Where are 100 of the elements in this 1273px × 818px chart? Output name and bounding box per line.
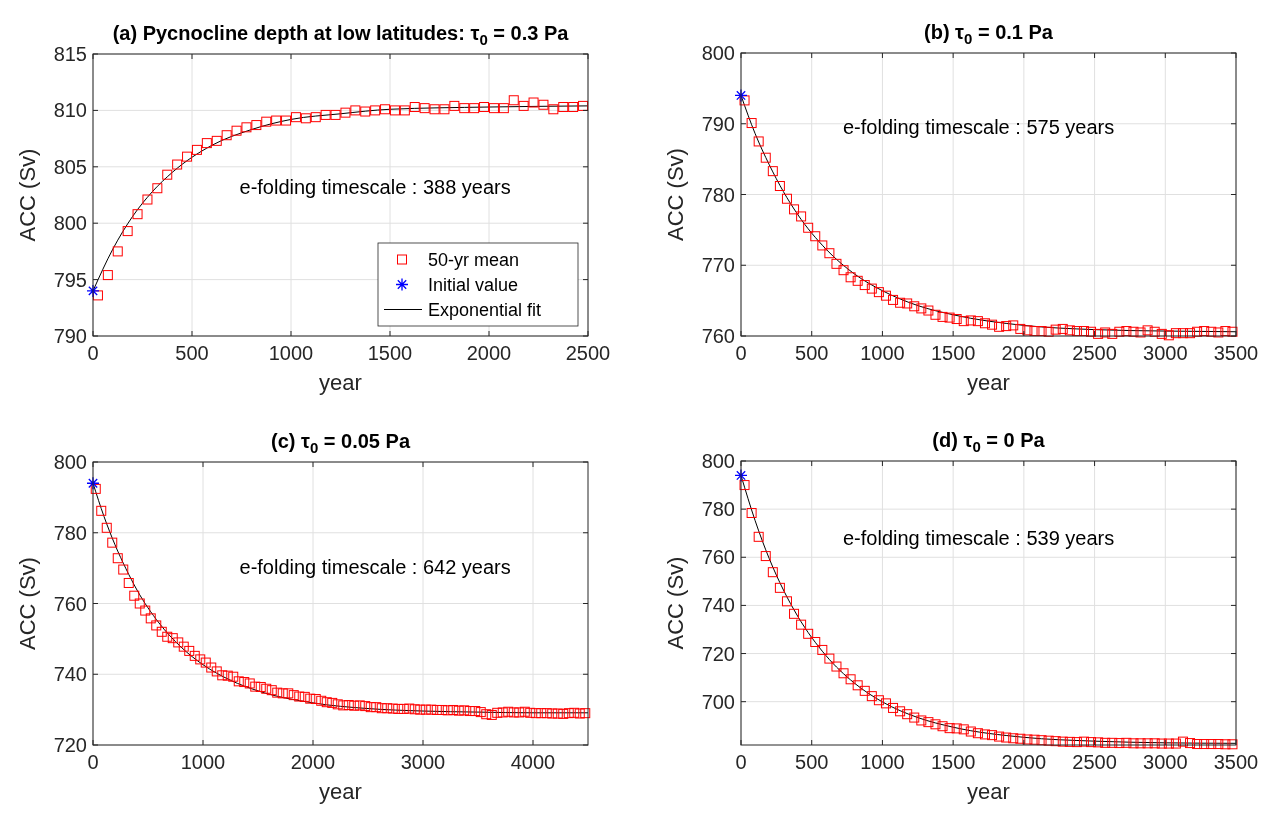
x-tick-label: 0 [87,751,99,773]
x-tick-label: 500 [175,342,209,364]
point [241,122,252,133]
point [419,103,430,114]
chart-title: (b) τ$_{0}$ = 0.1 Pa [924,21,1054,47]
point [479,102,490,113]
x-tick-label: 0 [87,342,99,364]
x-tick-label: 1000 [180,751,226,773]
point [221,130,232,141]
y-tick-label: 770 [701,254,735,277]
point [261,116,272,127]
x-tick-label: 3500 [1213,751,1259,773]
legend-label: Initial value [428,274,519,295]
point [182,151,193,162]
x-tick-label: 2000 [466,342,512,364]
point [201,138,212,149]
y-tick-label: 800 [53,451,87,473]
x-tick-label: 1500 [930,751,976,773]
point [370,105,381,116]
x-tick-label: 1500 [930,342,976,364]
point [172,159,183,170]
point [558,102,569,113]
y-tick-label: 720 [53,734,87,756]
x-axis-title: year [319,779,362,804]
point [439,104,450,115]
point [142,194,153,205]
point [399,105,410,116]
point [409,102,420,113]
point [251,120,262,131]
y-tick-label: 790 [53,325,87,347]
x-tick-label: 1000 [860,342,905,364]
x-tick-label: 3000 [400,751,446,773]
point [488,103,499,114]
y-tick-label: 780 [701,183,735,206]
point [162,169,173,180]
x-tick-label: 0 [735,342,747,364]
y-tick-label: 815 [53,43,87,65]
point [102,270,113,281]
point [459,103,470,114]
point [211,135,222,146]
y-tick-label: 780 [701,498,735,521]
point [548,104,559,115]
y-tick-label: 805 [53,155,87,178]
x-tick-label: 2000 [290,751,336,773]
y-tick-label: 720 [701,642,735,665]
annotation: e-folding timescale : 388 years [239,175,511,198]
x-tick-label: 500 [795,751,829,773]
y-axis-title: ACC (Sv) [663,556,688,650]
point [271,115,282,126]
y-axis-title: ACC (Sv) [15,557,40,650]
y-tick-label: 790 [701,112,735,135]
x-tick-label: 4000 [510,751,556,773]
point [360,106,371,117]
point [528,97,539,108]
x-tick-label: 2000 [1001,751,1047,773]
point [290,112,301,123]
point [568,102,579,113]
y-tick-label: 740 [53,663,87,686]
point [300,113,311,124]
legend-label: 50-yr mean [428,249,520,270]
x-tick-label: 1000 [860,751,905,773]
chart-title: (d) τ$_{0}$ = 0 Pa [932,429,1046,455]
point [429,104,440,115]
y-tick-label: 800 [701,42,735,64]
x-tick-label: 3000 [1143,751,1188,773]
legend-label: Exponential fit [428,299,542,320]
point [132,209,143,220]
point [112,246,123,257]
x-axis-title: year [967,779,1010,804]
y-axis-title: ACC (Sv) [663,148,688,241]
point [231,125,242,136]
x-tick-label: 2000 [1001,342,1047,364]
point [330,109,341,120]
x-tick-label: 3500 [1213,342,1259,364]
x-tick-label: 0 [735,751,747,773]
chart-title: (a) Pycnocline depth at low latitudes: τ$_{0}$ = 0.3 Pa [112,22,570,48]
annotation: e-folding timescale : 539 years [842,526,1115,549]
point [449,100,460,111]
point [310,112,321,123]
point [122,226,133,237]
point [86,284,100,298]
x-tick-label: 1500 [367,342,413,364]
y-tick-label: 760 [53,592,87,615]
point [350,105,361,116]
annotation: e-folding timescale : 642 years [239,555,511,578]
annotation: e-folding timescale : 575 years [842,115,1115,138]
x-tick-label: 2500 [1072,342,1117,364]
point [469,103,480,114]
x-tick-label: 1000 [268,342,314,364]
x-tick-label: 2500 [1072,751,1117,773]
x-tick-label: 500 [795,342,829,364]
point [340,107,351,118]
chart-title: (c) τ$_{0}$ = 0.05 Pa [270,430,411,456]
point [191,144,202,155]
point [152,183,163,194]
y-tick-label: 760 [701,325,735,347]
y-tick-label: 780 [53,521,87,544]
y-tick-label: 795 [53,268,87,291]
point [498,103,509,114]
x-tick-label: 2500 [565,342,611,364]
